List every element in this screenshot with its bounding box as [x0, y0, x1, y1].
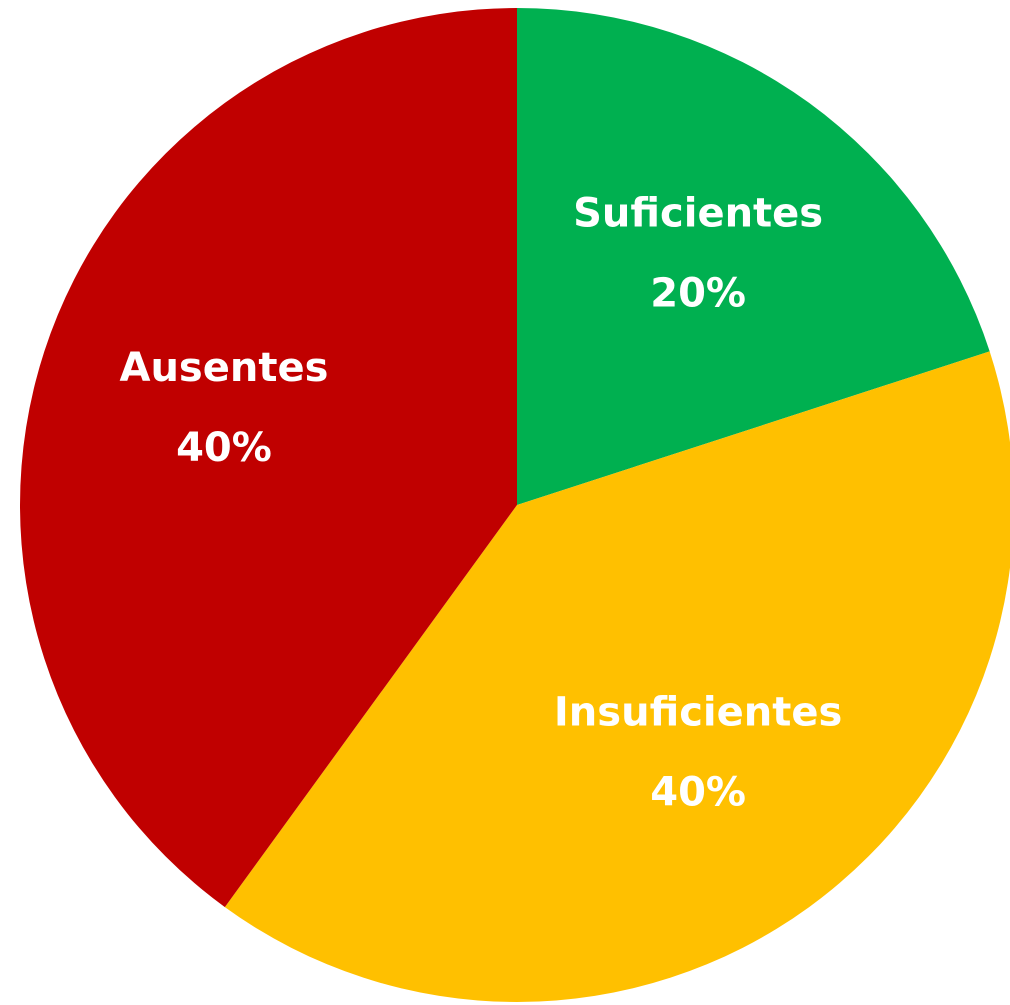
slice-value-label: 40% [650, 769, 746, 815]
slice-label: Insuficientes [554, 689, 842, 735]
pie-slice [517, 8, 990, 505]
slice-label: Ausentes [119, 345, 328, 391]
slice-value-label: 40% [176, 425, 272, 471]
slice-label: Suficientes [573, 191, 823, 237]
slice-value-label: 20% [650, 271, 746, 317]
pie-slice [20, 8, 518, 908]
pie-slice [224, 351, 1010, 1002]
